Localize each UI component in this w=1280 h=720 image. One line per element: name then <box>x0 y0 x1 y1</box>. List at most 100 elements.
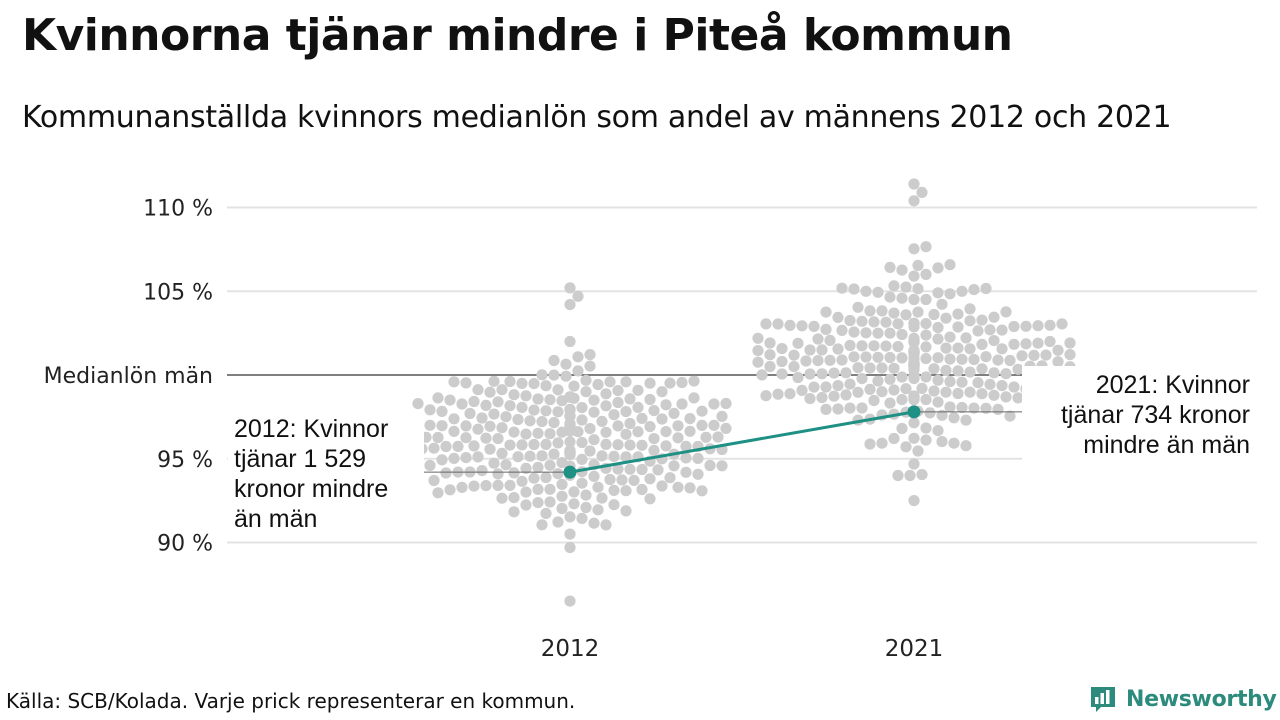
municipality-dot <box>476 412 488 424</box>
municipality-dot <box>856 373 868 385</box>
municipality-dot <box>500 459 512 471</box>
municipality-dot <box>804 368 816 380</box>
municipality-dot <box>816 392 828 404</box>
municipality-dot <box>944 401 956 413</box>
municipality-dot <box>988 367 1000 379</box>
municipality-dot <box>576 402 588 414</box>
municipality-dot <box>916 382 928 394</box>
municipality-dot <box>892 318 904 330</box>
municipality-dot <box>648 444 660 456</box>
municipality-dot <box>952 342 964 354</box>
municipality-dot <box>1064 349 1076 361</box>
municipality-dot <box>532 393 544 405</box>
municipality-dot <box>828 390 840 402</box>
municipality-dot <box>992 403 1004 415</box>
municipality-dot <box>980 282 992 295</box>
municipality-dot <box>1004 410 1016 422</box>
municipality-dot <box>888 307 900 319</box>
annotation-text: tjänar 734 kronor <box>1061 401 1250 429</box>
municipality-dot <box>892 469 904 482</box>
municipality-dot <box>572 351 584 363</box>
municipality-dot <box>528 378 540 390</box>
municipality-dot <box>592 378 604 391</box>
municipality-dot <box>440 440 452 453</box>
municipality-dot <box>496 447 508 459</box>
municipality-dot <box>692 468 704 480</box>
municipality-dot <box>996 324 1008 336</box>
municipality-dot <box>976 363 988 375</box>
municipality-dot <box>988 389 1000 401</box>
annotation-leaders <box>228 366 1258 540</box>
municipality-dot <box>516 475 528 487</box>
municipality-dot <box>660 440 672 452</box>
municipality-dot <box>620 428 632 440</box>
municipality-dot <box>572 290 584 302</box>
brand-logo[interactable]: Newsworthy <box>1088 684 1277 714</box>
municipality-dot <box>908 317 920 329</box>
municipality-dot <box>896 422 908 435</box>
municipality-dot <box>460 377 472 389</box>
chart-subtitle: Kommunanställda kvinnors medianlön som a… <box>22 100 1172 135</box>
municipality-dot <box>624 417 636 430</box>
municipality-dot <box>940 312 952 324</box>
municipality-dot <box>952 308 964 320</box>
municipality-dot <box>632 384 644 396</box>
y-tick-label: 95 % <box>157 448 213 473</box>
x-tick-label: 2021 <box>885 636 944 662</box>
municipality-dot <box>976 388 988 400</box>
municipality-dot <box>552 437 564 449</box>
annotation-box <box>228 410 424 540</box>
municipality-dot <box>976 314 988 326</box>
municipality-dot <box>616 474 628 486</box>
municipality-dot <box>508 492 520 504</box>
municipality-dot <box>960 440 972 452</box>
municipality-dot <box>812 333 824 345</box>
municipality-dot <box>960 332 972 344</box>
municipality-dot <box>1008 338 1020 350</box>
municipality-dot <box>584 360 596 372</box>
municipality-dot <box>448 425 460 437</box>
municipality-dot <box>504 375 516 388</box>
municipality-dot <box>552 468 564 480</box>
municipality-dot <box>956 285 968 297</box>
municipality-dot <box>876 305 888 317</box>
municipality-dot <box>480 432 492 444</box>
municipality-dot <box>836 354 848 366</box>
municipality-dot <box>680 452 692 464</box>
municipality-dot <box>764 349 776 361</box>
municipality-dot <box>996 343 1008 355</box>
municipality-dot <box>588 406 600 418</box>
municipality-dot <box>532 461 544 473</box>
municipality-dot <box>784 319 796 331</box>
municipality-dot <box>908 495 920 507</box>
municipality-dot <box>560 370 572 382</box>
municipality-dot <box>656 386 668 398</box>
municipality-dot <box>536 450 548 462</box>
municipality-dot <box>888 384 900 396</box>
municipality-dot <box>1044 335 1056 348</box>
municipality-dot <box>488 457 500 469</box>
municipality-dot <box>864 438 876 450</box>
municipality-dot <box>900 281 912 293</box>
municipality-dot <box>672 432 684 444</box>
municipality-dot <box>584 349 596 361</box>
municipality-dot <box>508 467 520 479</box>
municipality-dot <box>920 393 932 406</box>
municipality-dot <box>708 398 720 410</box>
municipality-dot <box>908 243 920 255</box>
municipality-dot <box>816 344 828 356</box>
municipality-dot <box>948 412 960 424</box>
municipality-dot <box>848 326 860 338</box>
municipality-dot <box>592 504 604 516</box>
municipality-dot <box>956 401 968 414</box>
municipality-dot <box>776 368 788 380</box>
municipality-dot <box>900 309 912 321</box>
municipality-dot <box>448 452 460 464</box>
municipality-dot <box>652 464 664 476</box>
municipality-dot <box>792 337 804 349</box>
municipality-dot <box>684 413 696 425</box>
municipality-dot <box>556 490 568 502</box>
municipality-dot <box>620 485 632 497</box>
municipality-dot <box>596 450 608 462</box>
municipality-dot <box>888 432 900 445</box>
